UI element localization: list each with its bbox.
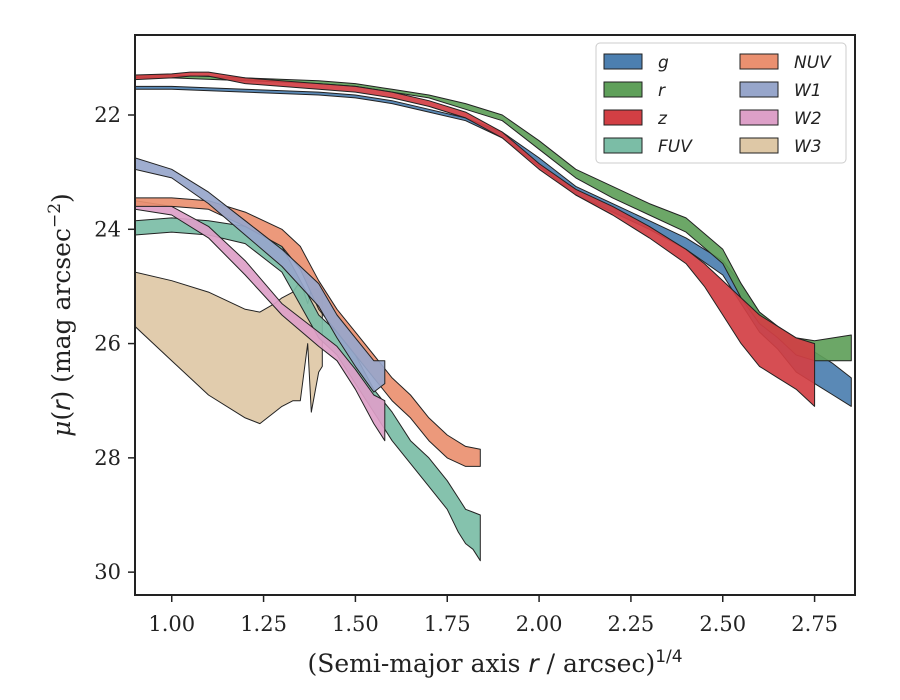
legend-swatch-g bbox=[603, 53, 643, 70]
legend-box bbox=[595, 42, 847, 164]
legend-swatch-z bbox=[603, 109, 643, 126]
x-tick-label: 1.75 bbox=[424, 612, 471, 636]
x-tick-label: 2.50 bbox=[699, 612, 746, 636]
band-z bbox=[135, 71, 816, 407]
legend-swatch-w3 bbox=[739, 137, 779, 154]
x-axis-label: (Semi-major axis r / arcsec)1/4 bbox=[307, 647, 682, 678]
y-axis-label: μ(r) (mag arcsec−2) bbox=[45, 193, 76, 437]
legend-swatch-w2 bbox=[739, 109, 779, 126]
legend-label-nuv: NUV bbox=[794, 53, 832, 73]
plot-frame bbox=[134, 34, 856, 596]
y-tick-label: 28 bbox=[94, 446, 121, 470]
legend-swatch-fuv bbox=[603, 137, 643, 154]
legend-swatch-w1 bbox=[739, 81, 779, 98]
band-w2 bbox=[135, 200, 386, 442]
x-tick-label: 1.50 bbox=[332, 612, 379, 636]
x-tick-label: 2.25 bbox=[608, 612, 655, 636]
x-tick-label: 1.25 bbox=[240, 612, 287, 636]
x-tick-label: 2.00 bbox=[516, 612, 563, 636]
legend: grz FUV NUV W1 W2 W3 bbox=[595, 42, 847, 164]
legend-label-fuv: FUV bbox=[658, 137, 693, 157]
y-tick-label: 26 bbox=[94, 332, 121, 356]
x-tick-label: 2.75 bbox=[791, 612, 838, 636]
y-tick-label: 30 bbox=[94, 560, 121, 584]
legend-label-w1: W1 bbox=[794, 81, 822, 101]
band-w1 bbox=[135, 157, 386, 393]
legend-label-w3: W3 bbox=[794, 137, 822, 157]
legend-label-w2: W2 bbox=[794, 109, 822, 129]
legend-swatch-nuv bbox=[739, 53, 779, 70]
legend-label-g: g bbox=[658, 53, 669, 73]
x-tick-label: 1.00 bbox=[148, 612, 195, 636]
legend-label-r: r bbox=[658, 81, 666, 101]
x-axis: 1.00 1.25 1.50 1.75 2.00 2.25 2.50 2.75 bbox=[148, 595, 838, 636]
band-nuv bbox=[135, 197, 481, 467]
legend-swatch-r bbox=[603, 81, 643, 98]
y-tick-label: 22 bbox=[94, 103, 121, 127]
band-w3 bbox=[135, 271, 323, 425]
y-axis: 22 24 26 28 30 bbox=[94, 103, 135, 584]
legend-label-z: z bbox=[657, 109, 668, 129]
series-bands bbox=[135, 71, 852, 562]
y-tick-label: 24 bbox=[94, 217, 121, 241]
